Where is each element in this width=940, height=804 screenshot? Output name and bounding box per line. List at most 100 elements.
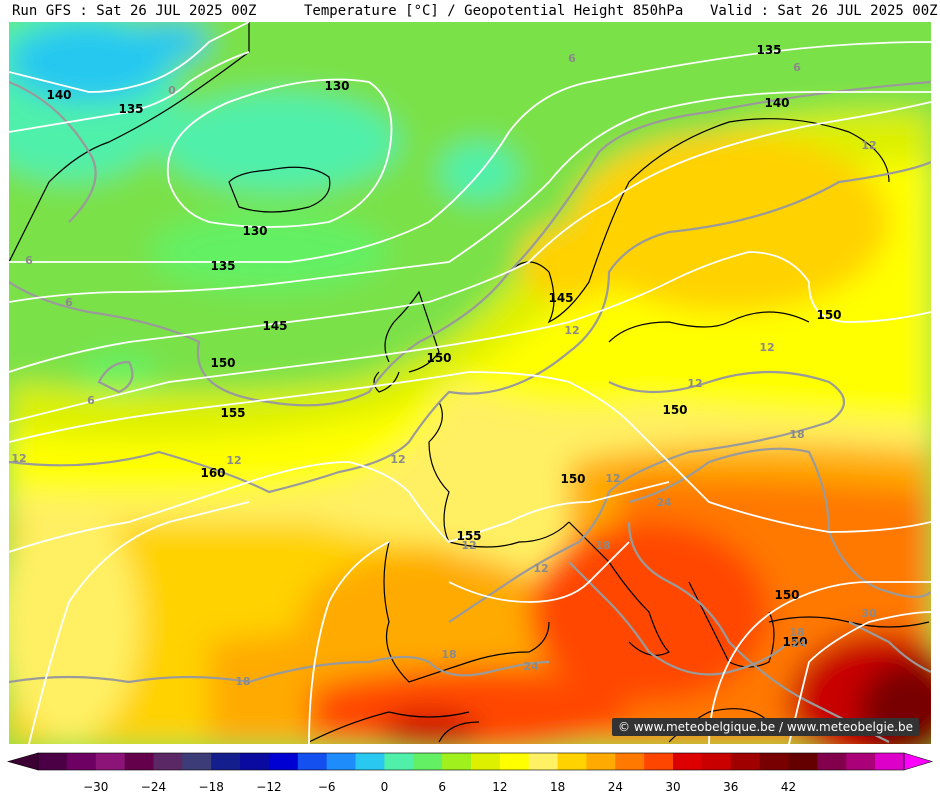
height-label: 150 (774, 588, 799, 602)
legend-border (37, 752, 905, 771)
legend-swatch (211, 753, 241, 770)
chart-title: Temperature [°C] / Geopotential Height 8… (304, 3, 684, 19)
height-label: 135 (118, 102, 143, 116)
temp-label: 18 (789, 428, 804, 441)
valid-label: Valid : Sat 26 JUL 2025 00Z (710, 3, 938, 19)
legend-swatch (240, 753, 270, 770)
temp-label: 18 (789, 626, 804, 639)
legend-swatch (730, 753, 761, 770)
temp-label: 18 (595, 539, 610, 552)
temp-label: 12 (605, 472, 620, 485)
temp-label: 6 (25, 254, 33, 267)
legend-swatch (673, 753, 703, 770)
height-label: 140 (46, 88, 71, 102)
temp-label: 12 (390, 453, 405, 466)
legend-swatch (528, 753, 559, 770)
temp-label: 12 (461, 539, 476, 552)
temperature-field (9, 22, 931, 744)
legend-tick-label: −24 (141, 780, 166, 794)
legend-swatch (586, 753, 616, 770)
legend-swatch (817, 753, 847, 770)
legend-tick-label: 12 (492, 780, 507, 794)
legend-swatch (759, 753, 790, 770)
legend-swatch (182, 753, 212, 770)
legend-tick-label: −6 (318, 780, 336, 794)
map-canvas: 135 140 130 135 140 130 135 145 150 150 … (9, 22, 931, 744)
legend-swatch (95, 753, 126, 770)
legend-swatch (499, 753, 530, 770)
temp-label: 0 (168, 84, 176, 97)
temp-label: 6 (87, 394, 95, 407)
temp-label: 24 (656, 496, 672, 509)
height-contours (9, 22, 931, 744)
height-label: 150 (782, 635, 807, 649)
legend-swatch (38, 753, 68, 770)
legend-tick-label: 36 (723, 780, 738, 794)
height-labels: 135 140 130 135 140 130 135 145 150 150 … (46, 43, 841, 649)
temp-label: 12 (759, 341, 774, 354)
height-label: 150 (816, 308, 841, 322)
temp-label: 12 (564, 324, 579, 337)
temp-label: 12 (226, 454, 241, 467)
legend-swatch (471, 753, 501, 770)
height-label: 150 (662, 403, 687, 417)
legend-swatch (442, 753, 472, 770)
height-label: 140 (764, 96, 789, 110)
isotherms (9, 80, 931, 743)
legend-arrow-right (903, 752, 934, 771)
height-label: 160 (200, 466, 225, 480)
legend-tick-label: 42 (781, 780, 796, 794)
legend-tick-label: 30 (665, 780, 680, 794)
height-label: 130 (324, 79, 349, 93)
temp-label: 18 (441, 648, 456, 661)
height-label: 145 (262, 319, 287, 333)
website-credit: © www.meteobelgique.be / www.meteobelgie… (612, 718, 919, 736)
temp-label: 30 (861, 607, 877, 620)
height-label: 135 (756, 43, 781, 57)
temp-label: 12 (11, 452, 26, 465)
temp-label: 6 (568, 52, 576, 65)
legend-swatch (413, 753, 443, 770)
legend-swatch (875, 753, 905, 770)
temp-label: 6 (793, 61, 801, 74)
height-label: 145 (548, 291, 573, 305)
temp-label: 12 (533, 562, 548, 575)
legend-tick-label: 0 (381, 780, 389, 794)
legend-swatch (268, 753, 299, 770)
legend-swatch (788, 753, 818, 770)
color-legend: −30 −24 −18 −12 −6 0 6 12 18 24 30 36 42 (0, 748, 940, 800)
legend-tick-label: 18 (550, 780, 565, 794)
temp-label: 18 (235, 675, 250, 688)
legend-tick-label: −12 (256, 780, 281, 794)
legend-swatch (644, 753, 674, 770)
legend-swatch (153, 753, 183, 770)
legend-arrow-left (6, 752, 39, 771)
legend-swatch (384, 753, 414, 770)
legend-tick-label: 6 (438, 780, 446, 794)
height-label: 150 (560, 472, 585, 486)
weather-map: 135 140 130 135 140 130 135 145 150 150 … (9, 22, 931, 744)
temp-label: 24 (523, 660, 539, 673)
legend-tick-label: −18 (199, 780, 224, 794)
height-label: 135 (210, 259, 235, 273)
height-label: 150 (426, 351, 451, 365)
legend-swatch (297, 753, 328, 770)
temp-label: 12 (687, 377, 702, 390)
legend-tick-label: 24 (608, 780, 623, 794)
legend-swatch (355, 753, 385, 770)
legend-swatch (124, 753, 154, 770)
legend-swatch (326, 753, 357, 770)
legend-swatch (557, 753, 587, 770)
header-bar: Run GFS : Sat 26 JUL 2025 00Z Temperatur… (0, 0, 940, 22)
legend-swatch (66, 753, 97, 770)
run-label: Run GFS : Sat 26 JUL 2025 00Z (12, 3, 257, 19)
temp-label: 6 (65, 296, 73, 309)
legend-swatch (701, 753, 732, 770)
temp-label: 24 (791, 637, 807, 650)
height-label: 130 (242, 224, 267, 238)
legend-tick-label: −30 (83, 780, 108, 794)
temperature-labels: 6 6 6 0 6 6 12 12 12 12 12 12 12 12 12 1… (11, 52, 877, 688)
temp-label: 12 (861, 139, 876, 152)
coastlines (9, 22, 930, 743)
legend-bar: −30 −24 −18 −12 −6 0 6 12 18 24 30 36 42 (6, 752, 934, 794)
